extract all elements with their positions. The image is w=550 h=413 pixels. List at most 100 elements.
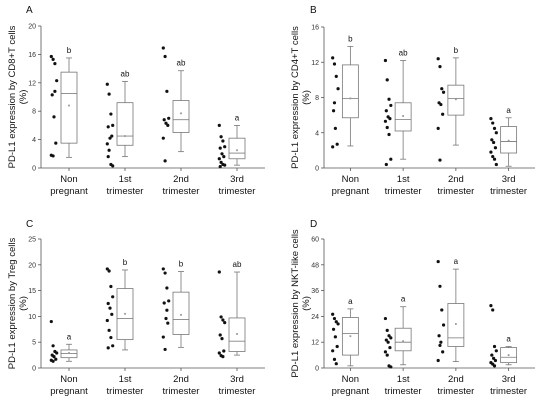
mean-marker [124, 135, 126, 137]
y-axis-title: PD-L1 expression by NKT-like cells(%) [290, 229, 312, 378]
box [341, 317, 359, 356]
data-point [111, 164, 115, 168]
data-point [163, 54, 167, 59]
category-label: 1st trimester [107, 374, 144, 397]
data-point [219, 315, 223, 319]
y-axis-title: PD-L1 expression by Treg cells(%) [7, 238, 29, 370]
data-point [440, 87, 444, 91]
data-point [217, 270, 221, 274]
data-point [106, 125, 110, 129]
data-point [165, 308, 169, 312]
y-tick-label: 12 [28, 80, 36, 87]
data-point [336, 87, 340, 91]
data-point [331, 312, 335, 316]
category-label-line: Non [342, 174, 359, 185]
data-point [217, 157, 221, 161]
category-label: 2nd trimester [437, 374, 474, 397]
data-point [217, 351, 221, 355]
data-point [221, 139, 225, 143]
data-point [335, 344, 339, 349]
data-point [439, 102, 443, 107]
data-point [111, 344, 115, 348]
category-label-line: 1st [119, 374, 132, 385]
data-point [51, 344, 55, 348]
data-point [334, 74, 338, 78]
data-point [51, 359, 55, 363]
significance-label: b [454, 46, 459, 55]
data-point [386, 340, 390, 344]
data-point [54, 357, 58, 361]
mean-marker [349, 97, 352, 100]
data-point [494, 131, 498, 135]
data-point [164, 121, 168, 125]
box [172, 291, 190, 335]
data-point [331, 327, 336, 331]
box [447, 303, 465, 347]
data-point [332, 357, 337, 361]
y-axis-title-line: (%) [18, 296, 29, 311]
box [60, 71, 78, 144]
data-point [489, 304, 493, 308]
data-point [107, 269, 111, 273]
data-point [220, 152, 224, 156]
y-axis-title-line: PD-L1 expression by NKT-like cells [290, 229, 301, 378]
data-point [388, 117, 392, 121]
data-point [387, 132, 391, 137]
data-point [49, 319, 53, 324]
data-point [223, 320, 227, 325]
data-point [162, 301, 166, 305]
category-label-line: 3rd [230, 174, 244, 185]
box [228, 317, 246, 352]
data-point [492, 356, 496, 360]
data-point [105, 82, 109, 86]
data-point [110, 134, 114, 138]
category-label: 2nd trimester [437, 174, 474, 197]
data-point [332, 316, 337, 321]
data-point [333, 335, 337, 339]
data-point [53, 89, 57, 93]
box [394, 327, 412, 352]
y-tick-label: 0 [315, 166, 319, 173]
category-label-line: Non [60, 174, 77, 185]
significance-label: ab [177, 59, 186, 68]
data-point [385, 78, 389, 82]
category-label-line: pregnant [332, 186, 370, 197]
data-point [439, 340, 443, 344]
category-label-line: 1st [397, 174, 410, 185]
data-point [383, 350, 388, 354]
data-point [163, 159, 167, 163]
data-point [489, 117, 493, 121]
category-label: Non pregnant [50, 174, 88, 197]
box [116, 288, 134, 341]
data-point [161, 335, 165, 339]
data-point [51, 57, 55, 61]
data-point [49, 54, 53, 59]
y-tick-label: 60 [311, 237, 319, 244]
data-point [55, 79, 59, 83]
category-label-line: 2nd [448, 374, 464, 385]
mean-marker [236, 333, 238, 335]
data-point [223, 163, 227, 167]
data-point [165, 89, 169, 93]
data-point [219, 135, 223, 139]
data-point [218, 333, 222, 337]
data-point [389, 103, 393, 108]
y-tick-label: 4 [315, 130, 319, 137]
data-point [219, 160, 223, 164]
panel-letter: C [26, 219, 33, 230]
mean-marker [236, 149, 238, 152]
data-point [109, 112, 113, 116]
category-label-line: trimester [437, 386, 474, 397]
data-point [166, 123, 170, 127]
box [228, 137, 246, 160]
data-point [441, 350, 445, 354]
data-point [491, 121, 495, 125]
y-axis-title: PD-L1 expression by CD4+T cells(%) [290, 26, 312, 169]
data-point [492, 157, 497, 161]
data-point [436, 358, 440, 363]
significance-label: ab [399, 48, 408, 57]
data-point [437, 334, 441, 338]
data-point [108, 306, 112, 310]
